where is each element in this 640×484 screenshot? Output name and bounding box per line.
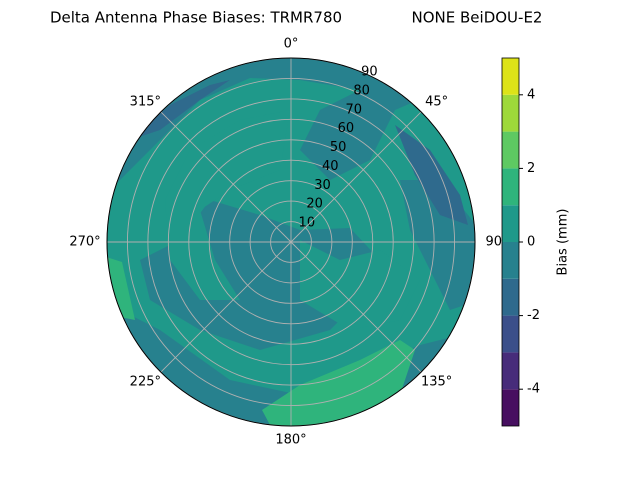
theta-tick-label: 225° xyxy=(130,375,161,390)
r-tick-label: 20 xyxy=(306,197,323,212)
colorbar-band xyxy=(502,94,519,132)
polar-frame xyxy=(106,57,476,427)
axes: 1020304050607080900°45°90°135°180°225°27… xyxy=(69,37,508,448)
colorbar-tick-label: -4 xyxy=(527,382,540,397)
colorbar-band xyxy=(502,242,519,279)
theta-tick-label: 180° xyxy=(275,433,306,448)
colorbar-band xyxy=(502,389,519,426)
contour-region xyxy=(300,240,420,330)
theta-tick-label: 0° xyxy=(284,37,299,52)
contour-region xyxy=(395,125,468,225)
r-tick-label: 60 xyxy=(338,121,355,136)
colorbar-tick-label: -2 xyxy=(527,308,540,323)
colorbar-label: Bias (mm) xyxy=(556,209,571,276)
grid-spoke xyxy=(290,111,422,243)
theta-tick-label: 315° xyxy=(130,94,161,109)
contour-region xyxy=(262,340,415,426)
r-tick-label: 40 xyxy=(322,159,339,174)
colorbar-tick-label: 4 xyxy=(527,87,535,102)
colorbar-band xyxy=(502,168,519,206)
theta-tick-label: 270° xyxy=(69,235,100,250)
r-tick-label: 50 xyxy=(330,140,347,155)
colorbar-band xyxy=(502,315,519,353)
theta-tick-label: 45° xyxy=(425,94,448,109)
colorbar-band xyxy=(502,131,519,169)
colorbar-band xyxy=(502,352,519,390)
colorbar-tick-label: 2 xyxy=(527,161,535,176)
colorbar-band xyxy=(502,58,519,95)
r-tick-label: 90 xyxy=(361,65,378,80)
contour-region xyxy=(130,80,230,140)
theta-tick-label: 135° xyxy=(421,375,452,390)
colorbar-band xyxy=(502,205,519,242)
r-tick-label: 10 xyxy=(299,216,316,231)
grid-spoke xyxy=(160,111,292,243)
grid-spoke xyxy=(290,241,422,373)
chart-title: Delta Antenna Phase Biases: TRMR780 xyxy=(50,9,342,27)
contour-region xyxy=(165,110,290,300)
r-tick-label: 70 xyxy=(345,102,362,117)
chart-subtitle: NONE BeiDOU-E2 xyxy=(412,9,543,27)
grid-spoke xyxy=(160,241,292,373)
colorbar-band xyxy=(502,278,519,316)
colorbar-tick-label: 0 xyxy=(527,235,535,250)
r-tick-label: 30 xyxy=(314,178,331,193)
r-tick-label: 80 xyxy=(353,83,370,98)
